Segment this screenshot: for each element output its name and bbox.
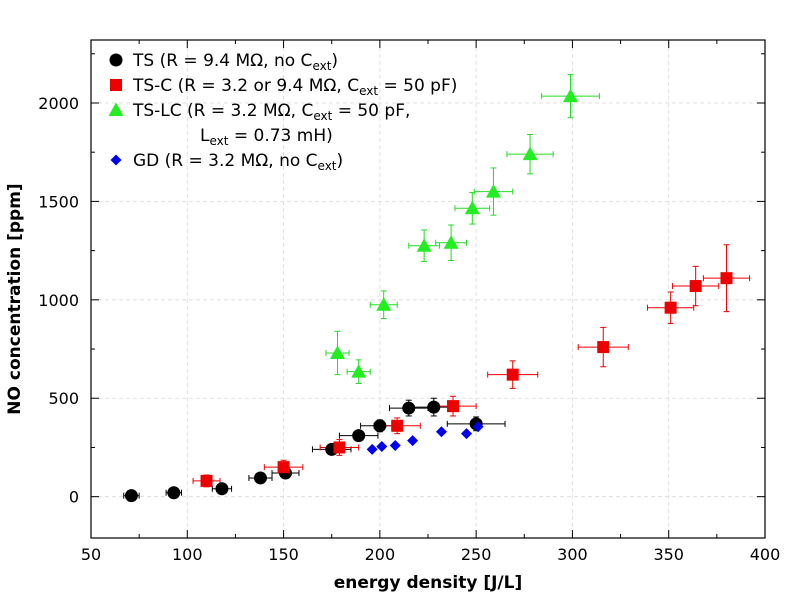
legend-label-tail: ) [331, 51, 338, 71]
legend-label-text: TS-C (R = 3.2 or 9.4 MΩ, C [132, 76, 359, 96]
x-tick-label: 100 [172, 545, 203, 564]
legend-label-tail: = 50 pF) [378, 76, 457, 96]
data-point-triangle [351, 364, 367, 378]
legend-label-subscript: ext [318, 159, 337, 173]
y-tick-label: 1500 [38, 192, 79, 211]
legend-label-text: GD (R = 3.2 MΩ, no C [133, 151, 318, 171]
legend-marker-diamond [110, 154, 122, 166]
x-tick-label: 400 [750, 545, 781, 564]
data-point-triangle [522, 146, 538, 161]
data-point-square [447, 400, 460, 413]
data-point-square [664, 301, 677, 314]
data-point-triangle [464, 200, 480, 215]
legend: TS (R = 9.4 MΩ, no Cext)TS-C (R = 3.2 or… [108, 51, 457, 173]
data-point-square [689, 280, 702, 293]
data-point-triangle [329, 345, 345, 359]
tick-labels: 50 100 150 200 250 300 350 400 0 500 1000 1500 2000 [38, 94, 780, 564]
data-point-square [200, 474, 213, 487]
data-point-circle [352, 429, 366, 443]
legend-label-text: L [200, 126, 210, 146]
grid [91, 40, 765, 538]
data-point-circle [253, 471, 267, 485]
x-tick-label: 50 [81, 545, 101, 564]
data-point-circle [373, 419, 387, 433]
legend-marker-square [110, 79, 122, 91]
legend-label: TS (R = 9.4 MΩ, no Cext) [132, 51, 338, 73]
legend-label-line2: Lext = 0.73 mH) [200, 126, 333, 148]
x-tick-label: 250 [461, 545, 492, 564]
data-point-circle [124, 489, 138, 503]
data-point-diamond [407, 435, 419, 447]
legend-label-tail: ) [337, 151, 344, 171]
axis-ticks [90, 40, 766, 538]
x-tick-label: 300 [557, 545, 588, 564]
data-point-triangle [563, 88, 579, 103]
data-point-diamond [376, 440, 388, 452]
legend-label-subscript: ext [312, 59, 331, 73]
y-tick-label: 2000 [38, 94, 79, 113]
data-point-triangle [485, 184, 501, 198]
data-point-diamond [472, 421, 484, 433]
x-axis-title: energy density [J/L] [334, 573, 523, 593]
legend-label: TS-LC (R = 3.2 MΩ, Cext = 50 pF, [132, 101, 410, 123]
legend-label-subscript: ext [313, 109, 332, 123]
data-point-triangle [443, 235, 459, 249]
legend-label: GD (R = 3.2 MΩ, no Cext) [133, 151, 343, 173]
data-point-circle [167, 486, 181, 500]
data-point-square [277, 461, 290, 474]
data-point-square [597, 341, 610, 354]
legend-label-text: TS (R = 9.4 MΩ, no C [132, 51, 312, 71]
legend-label-text: TS-LC (R = 3.2 MΩ, C [132, 101, 313, 121]
data-markers [124, 88, 733, 503]
data-point-circle [402, 401, 416, 415]
data-point-circle [215, 482, 229, 496]
data-point-triangle [416, 238, 432, 252]
data-point-square [333, 441, 346, 454]
data-point-square [506, 368, 519, 381]
x-tick-label: 150 [268, 545, 299, 564]
y-tick-label: 0 [69, 488, 79, 507]
legend-label: TS-C (R = 3.2 or 9.4 MΩ, Cext = 50 pF) [132, 76, 457, 98]
data-point-diamond [461, 428, 473, 440]
legend-marker-triangle [108, 102, 124, 116]
y-tick-label: 1000 [38, 291, 79, 310]
data-point-circle [427, 400, 441, 414]
y-tick-label: 500 [48, 389, 79, 408]
legend-marker-circle [109, 53, 123, 67]
legend-label-subscript: ext [359, 84, 378, 98]
data-point-triangle [376, 297, 392, 311]
data-point-diamond [389, 439, 401, 451]
data-point-square [391, 419, 404, 432]
data-point-diamond [435, 426, 447, 438]
legend-label-subscript: ext [209, 134, 228, 148]
data-point-diamond [366, 443, 378, 455]
x-tick-label: 200 [365, 545, 396, 564]
y-axis-title: NO concentration [ppm] [5, 183, 25, 414]
legend-label-tail: = 0.73 mH) [228, 126, 332, 146]
legend-label-tail: = 50 pF, [332, 101, 410, 121]
x-tick-label: 350 [653, 545, 684, 564]
data-point-square [720, 272, 733, 285]
